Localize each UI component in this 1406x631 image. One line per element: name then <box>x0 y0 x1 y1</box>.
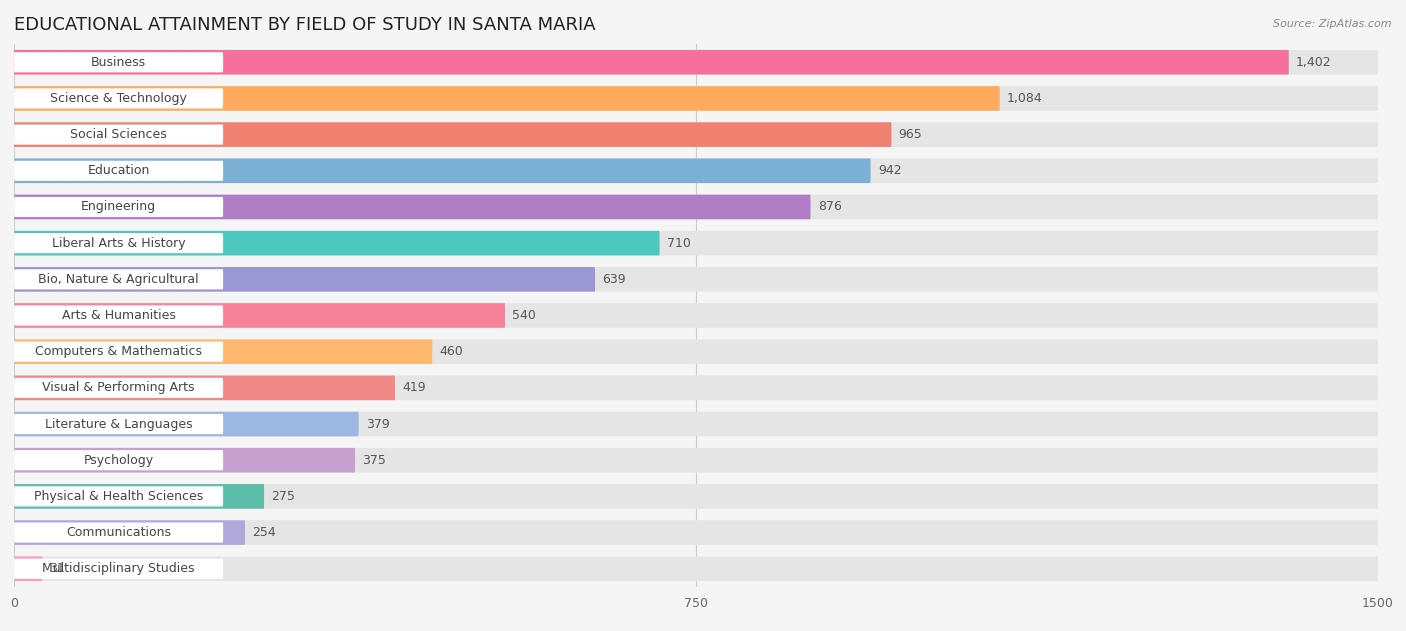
FancyBboxPatch shape <box>14 487 224 507</box>
Text: EDUCATIONAL ATTAINMENT BY FIELD OF STUDY IN SANTA MARIA: EDUCATIONAL ATTAINMENT BY FIELD OF STUDY… <box>14 16 596 34</box>
Text: Science & Technology: Science & Technology <box>51 92 187 105</box>
Text: Communications: Communications <box>66 526 172 539</box>
FancyBboxPatch shape <box>14 341 224 362</box>
FancyBboxPatch shape <box>14 124 224 144</box>
FancyBboxPatch shape <box>14 412 1378 436</box>
Text: 540: 540 <box>512 309 536 322</box>
Text: 1,084: 1,084 <box>1007 92 1043 105</box>
FancyBboxPatch shape <box>14 88 224 109</box>
Text: 1,402: 1,402 <box>1296 56 1331 69</box>
Text: Social Sciences: Social Sciences <box>70 128 167 141</box>
Text: Arts & Humanities: Arts & Humanities <box>62 309 176 322</box>
Text: 275: 275 <box>271 490 295 503</box>
Text: Bio, Nature & Agricultural: Bio, Nature & Agricultural <box>38 273 198 286</box>
FancyBboxPatch shape <box>14 158 870 183</box>
FancyBboxPatch shape <box>14 558 224 579</box>
FancyBboxPatch shape <box>14 448 1378 473</box>
FancyBboxPatch shape <box>14 412 359 436</box>
FancyBboxPatch shape <box>14 484 1378 509</box>
Text: Liberal Arts & History: Liberal Arts & History <box>52 237 186 250</box>
Text: 876: 876 <box>818 201 842 213</box>
FancyBboxPatch shape <box>14 122 891 147</box>
FancyBboxPatch shape <box>14 122 1378 147</box>
Text: 710: 710 <box>666 237 690 250</box>
FancyBboxPatch shape <box>14 161 224 181</box>
Text: Business: Business <box>91 56 146 69</box>
FancyBboxPatch shape <box>14 339 1378 364</box>
FancyBboxPatch shape <box>14 484 264 509</box>
FancyBboxPatch shape <box>14 231 1378 256</box>
FancyBboxPatch shape <box>14 521 245 545</box>
Text: Source: ZipAtlas.com: Source: ZipAtlas.com <box>1274 19 1392 29</box>
Text: Computers & Mathematics: Computers & Mathematics <box>35 345 202 358</box>
FancyBboxPatch shape <box>14 450 224 470</box>
FancyBboxPatch shape <box>14 267 1378 292</box>
FancyBboxPatch shape <box>14 557 1378 581</box>
FancyBboxPatch shape <box>14 158 1378 183</box>
FancyBboxPatch shape <box>14 375 395 400</box>
Text: Literature & Languages: Literature & Languages <box>45 418 193 430</box>
Text: 942: 942 <box>877 164 901 177</box>
Text: Education: Education <box>87 164 150 177</box>
Text: Visual & Performing Arts: Visual & Performing Arts <box>42 381 195 394</box>
FancyBboxPatch shape <box>14 414 224 434</box>
FancyBboxPatch shape <box>14 305 224 326</box>
FancyBboxPatch shape <box>14 50 1289 74</box>
FancyBboxPatch shape <box>14 50 1378 74</box>
FancyBboxPatch shape <box>14 521 1378 545</box>
FancyBboxPatch shape <box>14 231 659 256</box>
FancyBboxPatch shape <box>14 375 1378 400</box>
Text: 375: 375 <box>363 454 387 467</box>
FancyBboxPatch shape <box>14 197 224 217</box>
Text: 419: 419 <box>402 381 426 394</box>
FancyBboxPatch shape <box>14 339 432 364</box>
FancyBboxPatch shape <box>14 267 595 292</box>
Text: Physical & Health Sciences: Physical & Health Sciences <box>34 490 204 503</box>
FancyBboxPatch shape <box>14 195 810 219</box>
Text: Engineering: Engineering <box>82 201 156 213</box>
FancyBboxPatch shape <box>14 304 1378 327</box>
FancyBboxPatch shape <box>14 557 42 581</box>
Text: 254: 254 <box>252 526 276 539</box>
FancyBboxPatch shape <box>14 195 1378 219</box>
FancyBboxPatch shape <box>14 522 224 543</box>
Text: 379: 379 <box>366 418 389 430</box>
FancyBboxPatch shape <box>14 269 224 290</box>
Text: Psychology: Psychology <box>83 454 153 467</box>
FancyBboxPatch shape <box>14 86 1378 110</box>
Text: 31: 31 <box>49 562 65 575</box>
FancyBboxPatch shape <box>14 448 354 473</box>
FancyBboxPatch shape <box>14 233 224 253</box>
FancyBboxPatch shape <box>14 378 224 398</box>
FancyBboxPatch shape <box>14 304 505 327</box>
Text: 965: 965 <box>898 128 922 141</box>
Text: Multidisciplinary Studies: Multidisciplinary Studies <box>42 562 195 575</box>
Text: 460: 460 <box>440 345 464 358</box>
FancyBboxPatch shape <box>14 52 224 73</box>
FancyBboxPatch shape <box>14 86 1000 110</box>
Text: 639: 639 <box>602 273 626 286</box>
